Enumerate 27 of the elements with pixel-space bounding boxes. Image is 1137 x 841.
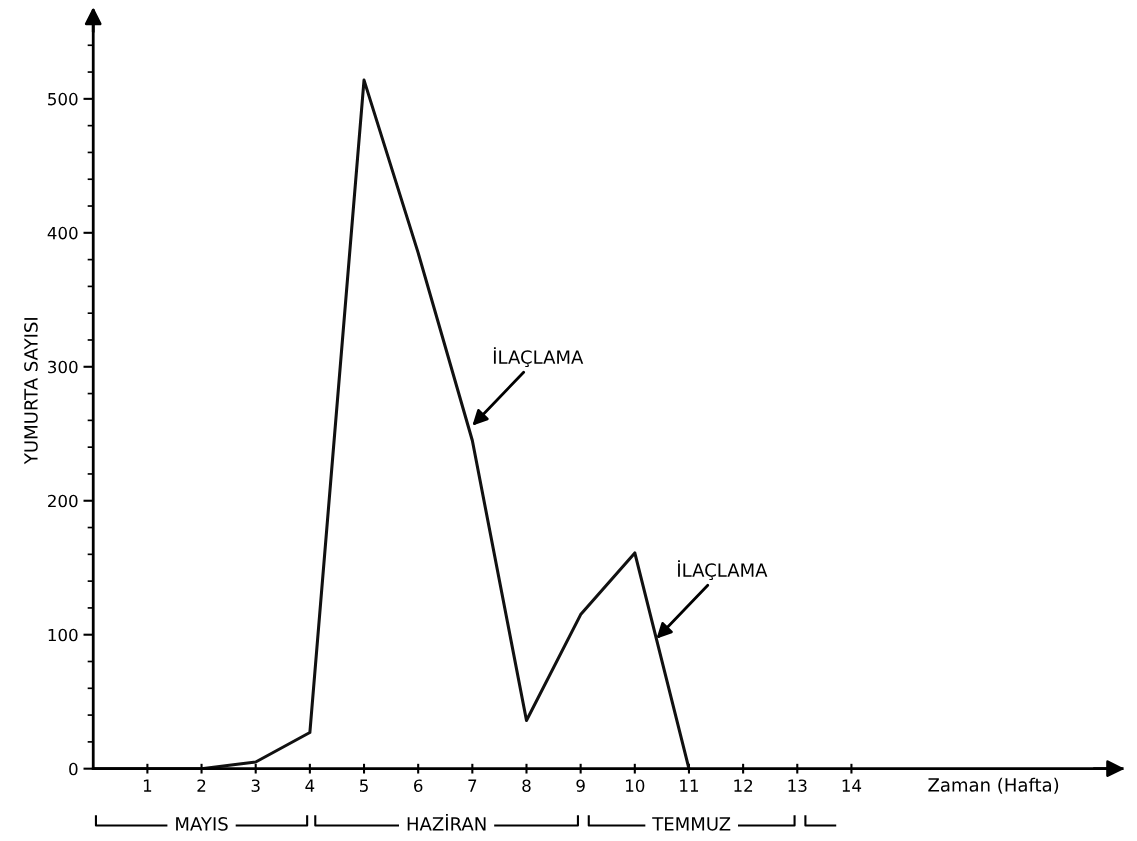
y-tick-label: 300 [48, 360, 78, 374]
x-tick-label: 7 [468, 779, 477, 792]
x-tick-label: 1 [143, 779, 152, 792]
x-tick-label: 9 [576, 779, 585, 792]
y-tick-label: 500 [48, 92, 78, 106]
x-tick-label: 14 [842, 779, 862, 792]
x-tick-label: 4 [305, 779, 315, 792]
x-axis-title: Zaman (Hafta) [928, 777, 1059, 794]
y-tick-label: 400 [47, 226, 78, 240]
y-axis-title: YUMURTA SAYISI [24, 318, 38, 465]
annotation: İLAÇLAMA [678, 560, 768, 581]
x-tick-label: 5 [360, 779, 368, 792]
annotation: İLAÇLAMA [493, 347, 584, 368]
x-tick-label: 3 [251, 779, 260, 792]
x-tick-label: 13 [788, 779, 807, 792]
x-tick-label: 6 [414, 779, 423, 792]
x-tick-label: 2 [197, 779, 206, 792]
text: TEMMUZ [652, 817, 731, 831]
y-tick-label: 0 [69, 762, 78, 776]
x-tick-label: 11 [680, 779, 699, 792]
x-tick-label: 10 [626, 779, 645, 792]
text: MAYIS [176, 817, 228, 831]
y-tick-label: 200 [48, 494, 78, 508]
x-tick-label: 12 [734, 779, 753, 792]
text: HAZİRAN [407, 813, 486, 831]
y-tick-label: 100 [48, 628, 78, 642]
x-tick-label: 8 [522, 779, 531, 792]
